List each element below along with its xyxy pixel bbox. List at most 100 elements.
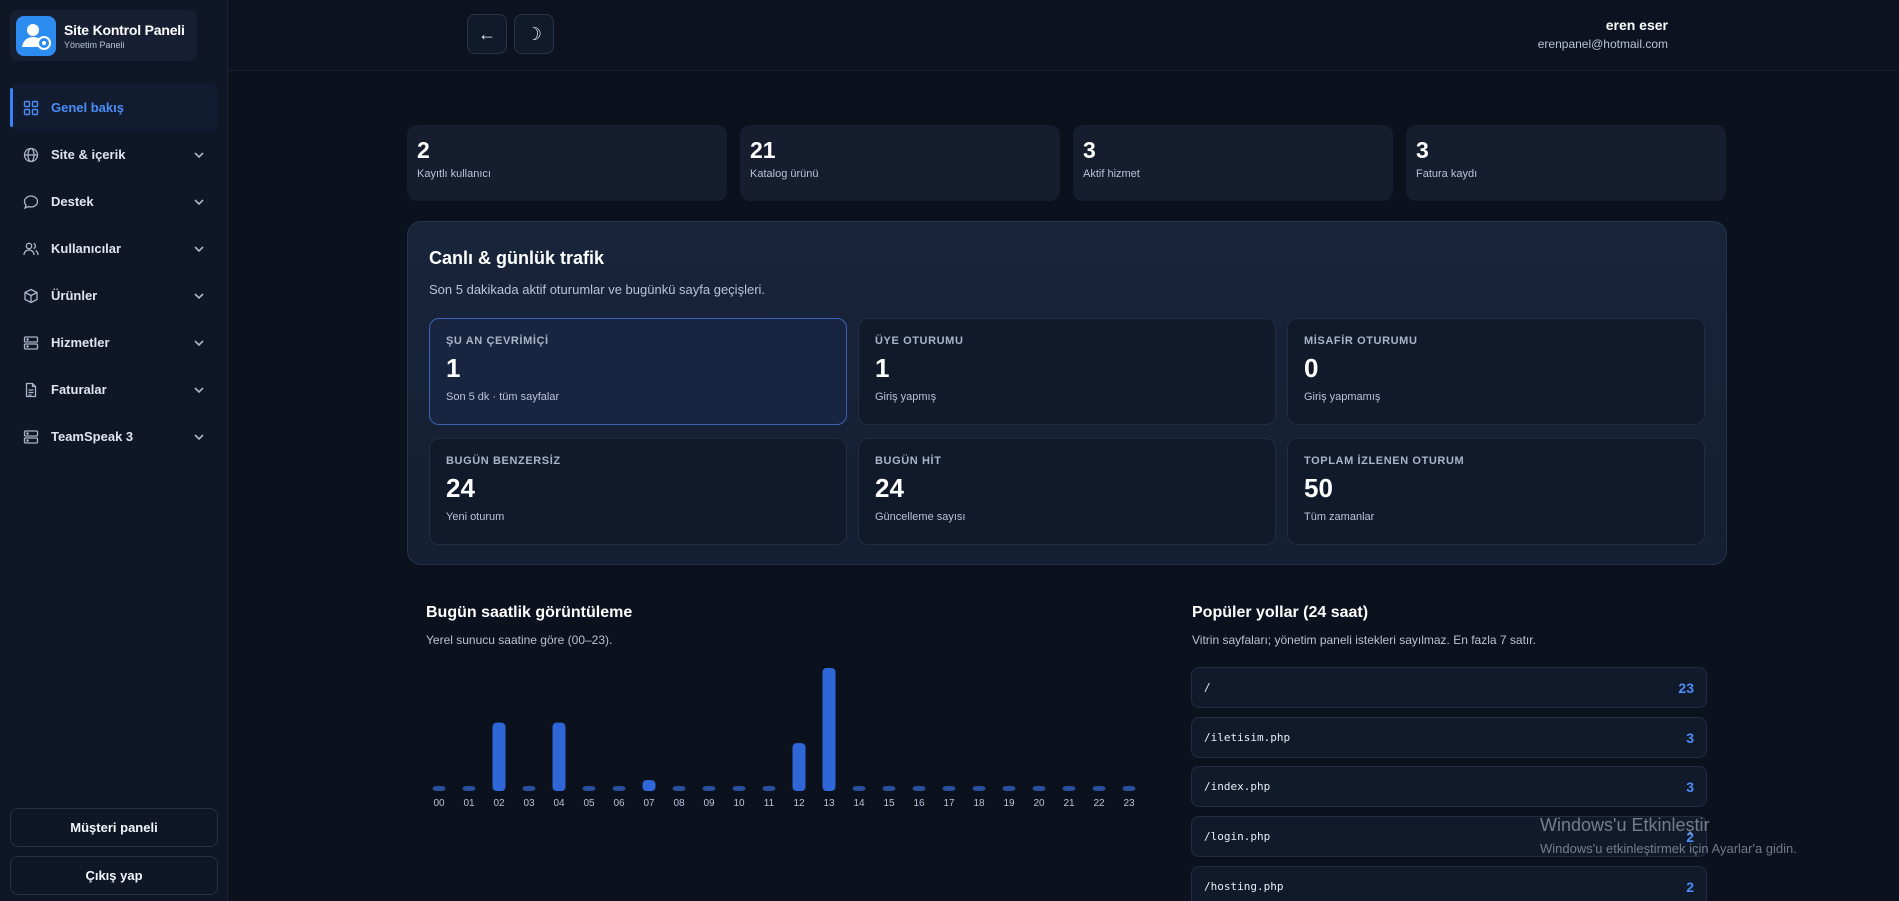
chart-bar-17 bbox=[942, 786, 956, 791]
admin-user-icon bbox=[16, 15, 56, 56]
chart-tick-19: 19 bbox=[1003, 798, 1015, 809]
traffic-cell-title: MİSAFİR OTURUMU bbox=[1304, 335, 1418, 347]
back-button[interactable]: ← bbox=[467, 14, 507, 54]
traffic-cell-subtitle: Tüm zamanlar bbox=[1304, 511, 1375, 523]
chart-tick-20: 20 bbox=[1033, 798, 1045, 809]
stat-label: Aktif hizmet bbox=[1083, 168, 1140, 180]
windows-activation-subtitle: Windows'u etkinleştirmek için Ayarlar'a … bbox=[1540, 841, 1797, 856]
chart-bar-07 bbox=[642, 780, 656, 791]
traffic-cell-subtitle: Yeni oturum bbox=[446, 511, 505, 523]
sidebar-item-label: Ürünler bbox=[51, 288, 98, 303]
path-text: /index.php bbox=[1204, 780, 1271, 793]
chart-bar-20 bbox=[1032, 786, 1046, 791]
chart-tick-16: 16 bbox=[913, 798, 925, 809]
chart-tick-14: 14 bbox=[853, 798, 865, 809]
path-text: /iletisim.php bbox=[1204, 731, 1291, 744]
stat-value: 2 bbox=[417, 137, 430, 163]
chart-tick-10: 10 bbox=[733, 798, 745, 809]
document-icon bbox=[22, 381, 40, 399]
traffic-panel: Canlı & günlük trafik Son 5 dakikada akt… bbox=[407, 221, 1727, 565]
sidebar-item-teamspeak[interactable]: TeamSpeak 3 bbox=[10, 413, 218, 460]
popular-path-row[interactable]: /iletisim.php 3 bbox=[1191, 717, 1707, 758]
traffic-cell-title: BUGÜN HİT bbox=[875, 455, 942, 467]
chart-tick-13: 13 bbox=[823, 798, 835, 809]
chart-bar-04 bbox=[552, 722, 566, 791]
chart-tick-21: 21 bbox=[1063, 798, 1075, 809]
chart-tick-23: 23 bbox=[1123, 798, 1135, 809]
chart-tick-01: 01 bbox=[463, 798, 475, 809]
chart-bar-11 bbox=[762, 786, 776, 791]
traffic-cell-online-now: ŞU AN ÇEVRİMİÇİ 1 Son 5 dk · tüm sayfala… bbox=[429, 318, 847, 425]
chart-tick-05: 05 bbox=[583, 798, 595, 809]
sidebar-item-overview[interactable]: Genel bakış bbox=[10, 84, 218, 131]
logout-button[interactable]: Çıkış yap bbox=[10, 856, 218, 895]
path-text: /login.php bbox=[1204, 830, 1271, 843]
traffic-cell-value: 24 bbox=[875, 473, 904, 503]
sidebar-item-site-content[interactable]: Site & içerik bbox=[10, 131, 218, 178]
customer-panel-button[interactable]: Müşteri paneli bbox=[10, 808, 218, 847]
sidebar-item-support[interactable]: Destek bbox=[10, 178, 218, 225]
traffic-cell-hits-today: BUGÜN HİT 24 Güncelleme sayısı bbox=[858, 438, 1276, 545]
chart-bar-15 bbox=[882, 786, 896, 791]
stat-label: Katalog ürünü bbox=[750, 168, 819, 180]
users-icon bbox=[22, 240, 40, 258]
traffic-cell-member-sessions: ÜYE OTURUMU 1 Giriş yapmış bbox=[858, 318, 1276, 425]
stat-card: 21 Katalog ürünü bbox=[740, 125, 1060, 201]
chart-tick-17: 17 bbox=[943, 798, 955, 809]
chart-bar-10 bbox=[732, 786, 746, 791]
stat-value: 3 bbox=[1416, 137, 1429, 163]
sidebar: Site Kontrol Paneli Yönetim Paneli Genel… bbox=[0, 0, 228, 901]
sidebar-item-label: Faturalar bbox=[51, 382, 107, 397]
chart-bar-13 bbox=[822, 668, 836, 791]
chart-tick-11: 11 bbox=[764, 798, 775, 809]
sidebar-item-invoices[interactable]: Faturalar bbox=[10, 366, 218, 413]
chart-tick-00: 00 bbox=[433, 798, 445, 809]
sidebar-nav: Genel bakış Site & içerik Destek Kullanı… bbox=[10, 84, 218, 460]
chart-tick-02: 02 bbox=[493, 798, 505, 809]
path-count: 23 bbox=[1678, 680, 1694, 696]
chevron-down-icon bbox=[194, 151, 204, 158]
chevron-down-icon bbox=[194, 433, 204, 440]
traffic-cell-value: 1 bbox=[446, 353, 461, 383]
chevron-down-icon bbox=[194, 339, 204, 346]
popular-path-row[interactable]: /login.php 2 bbox=[1191, 816, 1707, 857]
path-count: 2 bbox=[1686, 829, 1694, 845]
popular-paths-description: Vitrin sayfaları; yönetim paneli istekle… bbox=[1192, 633, 1536, 647]
popular-path-row[interactable]: /index.php 3 bbox=[1191, 766, 1707, 807]
stat-label: Kayıtlı kullanıcı bbox=[417, 168, 491, 180]
path-count: 2 bbox=[1686, 879, 1694, 895]
brand-subtitle: Yönetim Paneli bbox=[64, 39, 125, 50]
popular-path-row[interactable]: /hosting.php 2 bbox=[1191, 866, 1707, 901]
chevron-down-icon bbox=[194, 245, 204, 252]
sidebar-item-label: Kullanıcılar bbox=[51, 241, 122, 256]
chart-tick-06: 06 bbox=[613, 798, 625, 809]
chart-tick-09: 09 bbox=[703, 798, 715, 809]
user-email: erenpanel@hotmail.com bbox=[1537, 37, 1668, 51]
chart-tick-04: 04 bbox=[553, 798, 565, 809]
arrow-left-icon: ← bbox=[478, 23, 496, 44]
popular-paths-title: Popüler yollar (24 saat) bbox=[1192, 604, 1369, 621]
box-icon bbox=[22, 287, 40, 305]
chart-bar-05 bbox=[582, 786, 596, 791]
brand[interactable]: Site Kontrol Paneli Yönetim Paneli bbox=[10, 10, 197, 61]
popular-path-row[interactable]: / 23 bbox=[1191, 667, 1707, 708]
server-icon bbox=[22, 334, 40, 352]
hourly-bar-chart: 00 01 02 03 04 05 06 07 08 09 10 11 12 13 14 15 16 17 18 19… bbox=[432, 668, 1136, 809]
stat-card: 3 Fatura kaydı bbox=[1406, 125, 1726, 201]
theme-toggle-button[interactable]: ☽ bbox=[514, 14, 554, 54]
user-name: eren eser bbox=[1605, 17, 1668, 33]
stat-label: Fatura kaydı bbox=[1416, 168, 1478, 180]
stat-card: 3 Aktif hizmet bbox=[1073, 125, 1393, 201]
chart-tick-18: 18 bbox=[973, 798, 985, 809]
chart-tick-03: 03 bbox=[523, 798, 535, 809]
sidebar-item-users[interactable]: Kullanıcılar bbox=[10, 225, 218, 272]
traffic-cell-subtitle: Giriş yapmış bbox=[875, 391, 937, 403]
sidebar-item-services[interactable]: Hizmetler bbox=[10, 319, 218, 366]
sidebar-item-label: Destek bbox=[51, 194, 94, 209]
traffic-cell-title: BUGÜN BENZERSİZ bbox=[446, 455, 561, 467]
sidebar-item-products[interactable]: Ürünler bbox=[10, 272, 218, 319]
chart-bar-02 bbox=[492, 722, 506, 791]
chart-bar-01 bbox=[462, 786, 476, 791]
traffic-cell-value: 24 bbox=[446, 473, 475, 503]
chevron-down-icon bbox=[194, 386, 204, 393]
